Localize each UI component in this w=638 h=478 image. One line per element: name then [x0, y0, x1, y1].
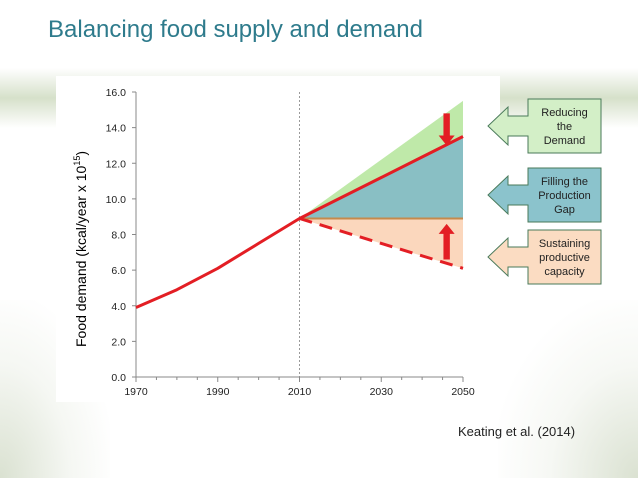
series-layer: [135, 135, 464, 309]
callout-production-gap: Filling the Production Gap: [487, 167, 602, 223]
callout-text: Filling the: [541, 176, 588, 188]
callout-reducing-demand: Reducing the Demand: [487, 98, 602, 154]
callout-shape: [487, 98, 602, 154]
band-reducing-demand: [299, 100, 463, 219]
arrows-layer: [438, 113, 455, 260]
x-tick-label: 2030: [370, 386, 394, 398]
y-tick-label: 16.0: [106, 87, 127, 99]
y-axis-label: Food demand (kcal/year x 1015): [72, 151, 89, 347]
x-tick-label: 2010: [288, 386, 312, 398]
callout-text: capacity: [544, 266, 585, 278]
y-tick-label: 0.0: [111, 372, 126, 384]
y-tick-label: 4.0: [111, 301, 126, 313]
callout-shape: [487, 229, 602, 285]
callout-text: Reducing: [541, 107, 587, 119]
callout-text: productive: [539, 252, 590, 264]
x-tick-label: 1970: [124, 386, 148, 398]
y-tick-label: 2.0: [111, 336, 126, 348]
callout-text: Gap: [554, 204, 575, 216]
x-tick-label: 2050: [451, 386, 475, 398]
callout-shape: [487, 167, 602, 223]
arrow-down-icon: [438, 113, 455, 146]
callout-text: Production: [538, 190, 591, 202]
y-ticks: 0.0 2.0 4.0 6.0 8.0 10.0 12.0 14.0 16.0: [106, 87, 136, 384]
callout-text: Sustaining: [539, 238, 590, 250]
x-ticks: 1970 1990 2010 2030 2050: [124, 377, 475, 398]
citation: Keating et al. (2014): [458, 424, 576, 439]
y-tick-label: 12.0: [106, 158, 127, 170]
supply-projection-line: [299, 217, 464, 270]
y-axis-label-main: Food demand (kcal/year x 10: [73, 165, 89, 347]
callout-productive-capacity: Sustaining productive capacity: [487, 229, 602, 285]
y-tick-label: 10.0: [106, 194, 127, 206]
y-axis-label-sup: 15: [72, 156, 82, 166]
callout-text: the: [557, 121, 572, 133]
arrow-up-icon: [438, 223, 455, 260]
y-tick-label: 14.0: [106, 123, 127, 135]
background-watermark-right: [498, 300, 638, 478]
callout-text: Demand: [544, 135, 586, 147]
y-tick-label: 6.0: [111, 265, 126, 277]
slide-title: Balancing food supply and demand: [48, 16, 423, 43]
callouts: Reducing the Demand Filling the Production Ga…: [487, 98, 602, 285]
y-axis-label-close: ): [73, 151, 89, 156]
x-tick-label: 1990: [206, 386, 230, 398]
y-tick-label: 8.0: [111, 230, 126, 242]
